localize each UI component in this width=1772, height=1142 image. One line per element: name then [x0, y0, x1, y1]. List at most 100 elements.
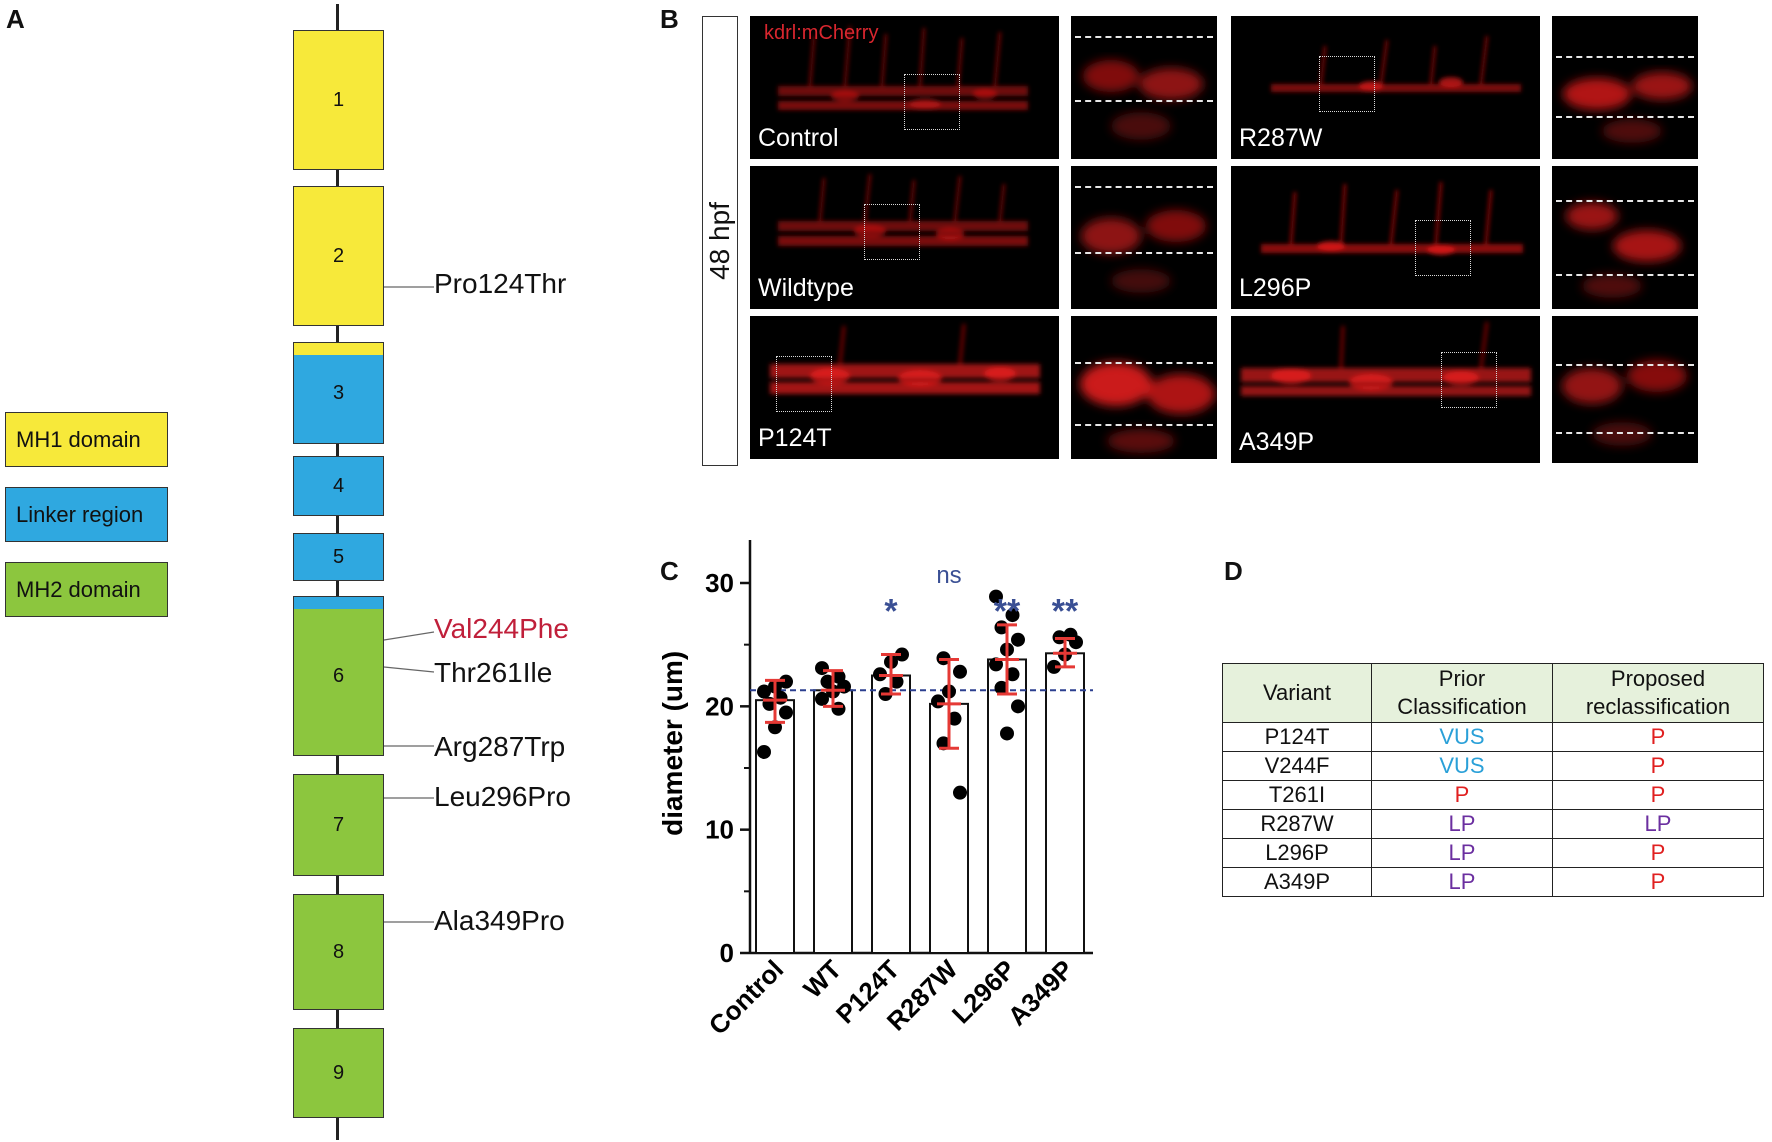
- bar: [871, 674, 911, 954]
- micro-a349p: A349P: [1231, 316, 1540, 463]
- data-point: [815, 691, 829, 706]
- cell-prior: P: [1371, 780, 1553, 810]
- significance-label: **: [994, 592, 1021, 630]
- cell-variant: R287W: [1222, 809, 1372, 839]
- zoom-dash-top: [1556, 56, 1694, 58]
- micro-r287w: R287W: [1231, 16, 1540, 159]
- zoom-image-r287w: [1563, 72, 1692, 143]
- data-point: [895, 647, 909, 662]
- mutation-val244phe: Val244Phe: [434, 613, 569, 644]
- zoom-dash-bottom: [1075, 252, 1213, 254]
- zoom-image-l296p: [1566, 202, 1681, 298]
- diameter-chart: 0 10 20 30 diameter (um) * ns ** ** Control WTP1…: [657, 540, 1093, 1041]
- exon-9-label: 9: [332, 1061, 345, 1084]
- zoom-dash-bottom: [1556, 274, 1694, 276]
- zoom-control: [1071, 16, 1217, 159]
- cell-proposed: P: [1552, 780, 1764, 810]
- data-point: [757, 684, 771, 699]
- micro-p124t: P124T: [750, 316, 1059, 459]
- zoom-dash-bottom: [1556, 116, 1694, 118]
- vessel-image-control: [778, 25, 1028, 110]
- mutation-leu296pro: Leu296Pro: [434, 781, 572, 812]
- cell-proposed: P: [1552, 722, 1764, 752]
- vessel-image-wildtype: [778, 173, 1028, 246]
- data-point: [1011, 699, 1025, 714]
- zoom-box-p124t: [776, 356, 832, 412]
- exon-8-label: 8: [332, 940, 345, 963]
- zoom-dash-top: [1556, 200, 1694, 202]
- zoom-image-a349p: [1562, 360, 1687, 446]
- data-point: [953, 664, 967, 679]
- header-proposed-text: Proposed reclassification: [1585, 666, 1731, 719]
- zoom-dash-top: [1075, 186, 1213, 188]
- panel-c-label: C: [660, 556, 679, 586]
- header-prior-text: Prior Classification: [1397, 666, 1527, 719]
- timepoint-box: 48 hpf: [702, 16, 738, 466]
- zoom-box-a349p: [1441, 352, 1497, 408]
- data-point: [1005, 608, 1020, 623]
- zoom-wildtype: [1071, 166, 1217, 309]
- bar: [1045, 652, 1085, 955]
- zoom-box-control: [904, 74, 960, 130]
- exon-4-label: 4: [332, 474, 345, 497]
- cell-variant: L296P: [1222, 838, 1372, 868]
- data-point: [757, 744, 771, 759]
- legend-linker-label: Linker region: [16, 501, 144, 527]
- exon-5-label: 5: [332, 545, 345, 568]
- chart-points: [757, 589, 1083, 800]
- legend-linker: Linker region: [5, 487, 168, 542]
- significance-label: **: [1052, 592, 1079, 630]
- zoom-r287w: [1552, 16, 1698, 159]
- micro-label-l296p: L296P: [1239, 274, 1312, 302]
- micro-label-control: Control: [758, 124, 839, 152]
- y-tick-label: 0: [720, 938, 734, 968]
- legend-mh2: MH2 domain: [5, 562, 168, 617]
- micro-label-wildtype: Wildtype: [758, 274, 854, 302]
- cell-variant: P124T: [1222, 722, 1372, 752]
- leader-val244phe: [383, 631, 435, 641]
- data-point: [931, 694, 945, 709]
- chart-significance: * ns ** **: [884, 562, 1079, 630]
- cell-prior: VUS: [1371, 751, 1553, 781]
- vessel-image-a349p: [1241, 321, 1531, 396]
- x-tick-label: A349P: [1002, 954, 1079, 1031]
- exon-3: 3: [293, 342, 384, 444]
- significance-label: ns: [936, 562, 961, 589]
- data-point: [947, 711, 962, 726]
- mutation-leader-lines: [383, 286, 435, 923]
- table-row: P124T VUS P: [1222, 722, 1764, 752]
- zoom-dash-bottom: [1075, 424, 1213, 426]
- data-point: [1047, 659, 1061, 674]
- exon-7-label: 7: [332, 813, 345, 836]
- reporter-label: kdrl:mCherry: [764, 22, 879, 44]
- data-point: [779, 705, 793, 720]
- zoom-dash-bottom: [1075, 100, 1213, 102]
- zoom-box-r287w: [1319, 56, 1375, 112]
- zoom-dash-bottom: [1556, 432, 1694, 434]
- zoom-box-wildtype: [864, 204, 920, 260]
- data-point: [989, 589, 1003, 604]
- micro-l296p: L296P: [1231, 166, 1540, 309]
- panel-d-label: D: [1224, 556, 1243, 586]
- zoom-dash-top: [1556, 364, 1694, 366]
- data-point: [1000, 726, 1014, 741]
- exon-8: 8: [293, 894, 384, 1010]
- panel-a-label: A: [6, 4, 25, 34]
- zoom-image-wildtype: [1081, 210, 1206, 293]
- exon-1: 1: [293, 30, 384, 170]
- exon-3-label: 3: [332, 381, 345, 404]
- cell-variant: V244F: [1222, 751, 1372, 781]
- zoom-l296p: [1552, 166, 1698, 309]
- leader-thr261ile: [383, 666, 435, 673]
- exon-2-label: 2: [332, 244, 345, 267]
- y-tick-label: 20: [705, 691, 734, 721]
- micro-label-r287w: R287W: [1239, 124, 1323, 152]
- micro-wildtype: Wildtype: [750, 166, 1059, 309]
- bar: [987, 658, 1027, 954]
- significance-label: *: [884, 592, 898, 630]
- micro-label-a349p: A349P: [1239, 428, 1315, 456]
- bar: [813, 689, 853, 955]
- exon-6: 6: [293, 596, 384, 756]
- data-point: [815, 661, 829, 676]
- legend-mh1: MH1 domain: [5, 412, 168, 467]
